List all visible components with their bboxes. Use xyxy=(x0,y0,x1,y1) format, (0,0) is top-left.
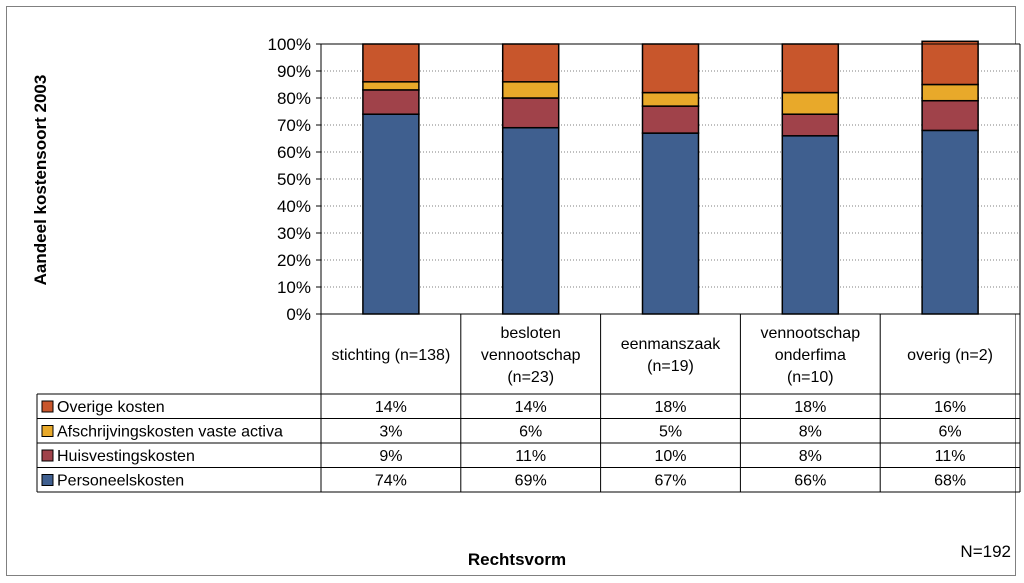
y-tick-label: 90% xyxy=(277,62,311,81)
y-tick-label: 20% xyxy=(277,251,311,270)
data-label: 67% xyxy=(654,473,686,490)
bar-segment xyxy=(641,91,700,107)
bar-segment xyxy=(781,43,840,94)
data-label: 5% xyxy=(659,424,682,441)
data-label: 6% xyxy=(519,424,542,441)
bar-segment xyxy=(921,99,979,132)
y-tick-label: 40% xyxy=(277,197,311,216)
data-label: 11% xyxy=(515,448,546,465)
data-label: 16% xyxy=(934,399,966,416)
data-label: 18% xyxy=(794,399,826,416)
data-label: 8% xyxy=(799,424,822,441)
legend-swatch xyxy=(41,449,54,462)
category-label: vennootschap xyxy=(760,325,860,342)
category-label: stichting (n=138) xyxy=(332,347,451,364)
legend-label: Afschrijvingskosten vaste activa xyxy=(57,424,283,441)
bar-segment xyxy=(501,81,560,99)
data-label: 14% xyxy=(515,399,547,416)
data-label: 3% xyxy=(379,424,402,441)
category-label: (n=10) xyxy=(787,369,834,386)
bar-segment xyxy=(781,135,840,315)
y-tick-label: 30% xyxy=(277,224,311,243)
x-axis-title: Rechtsvorm xyxy=(468,550,566,569)
bar-segment xyxy=(362,81,420,91)
category-label: besloten xyxy=(500,325,561,342)
bar-segment xyxy=(362,43,420,83)
legend-swatch xyxy=(41,425,54,437)
bar-segment xyxy=(781,91,840,115)
bar-segment xyxy=(362,113,420,315)
sample-size-note: N=192 xyxy=(960,542,1011,561)
category-label: (n=23) xyxy=(507,369,554,386)
bar-segment xyxy=(501,43,560,83)
data-label: 6% xyxy=(939,424,962,441)
data-label: 9% xyxy=(379,448,402,465)
y-tick-label: 0% xyxy=(286,305,311,324)
bar-segment xyxy=(921,129,979,315)
category-label: eenmanszaak xyxy=(621,336,722,353)
category-label: (n=19) xyxy=(647,358,694,375)
y-tick-label: 50% xyxy=(277,170,311,189)
bar-segment xyxy=(921,40,979,86)
bar-segment xyxy=(641,105,700,134)
data-label: 10% xyxy=(654,448,686,465)
y-tick-label: 10% xyxy=(277,278,311,297)
category-label: vennootschap xyxy=(481,347,581,364)
bar-segment xyxy=(641,132,700,315)
data-label: 18% xyxy=(654,399,686,416)
data-label: 14% xyxy=(375,399,407,416)
bar-segment xyxy=(501,126,560,315)
data-label: 69% xyxy=(515,473,547,490)
bar-segment xyxy=(362,89,420,115)
y-tick-label: 70% xyxy=(277,116,311,135)
bar-segment xyxy=(781,113,840,137)
bar-segment xyxy=(921,83,979,102)
legend-swatch xyxy=(41,400,54,413)
legend-label: Overige kosten xyxy=(57,399,165,416)
category-label: overig (n=2) xyxy=(907,347,993,364)
legend-label: Huisvestingskosten xyxy=(57,448,195,465)
legend-swatch xyxy=(41,474,54,486)
data-label: 66% xyxy=(794,473,826,490)
y-tick-label: 100% xyxy=(268,35,311,54)
data-label: 11% xyxy=(935,448,966,465)
bar-segment xyxy=(641,43,700,94)
category-label: onderfima xyxy=(775,347,846,364)
data-label: 74% xyxy=(375,473,407,490)
y-tick-label: 80% xyxy=(277,89,311,108)
y-axis-title: Aandeel kostensoort 2003 xyxy=(31,75,50,286)
data-label: 68% xyxy=(934,473,966,490)
y-tick-label: 60% xyxy=(277,143,311,162)
legend-label: Personeelskosten xyxy=(57,473,184,490)
bar-segment xyxy=(501,97,560,129)
data-label: 8% xyxy=(799,448,822,465)
